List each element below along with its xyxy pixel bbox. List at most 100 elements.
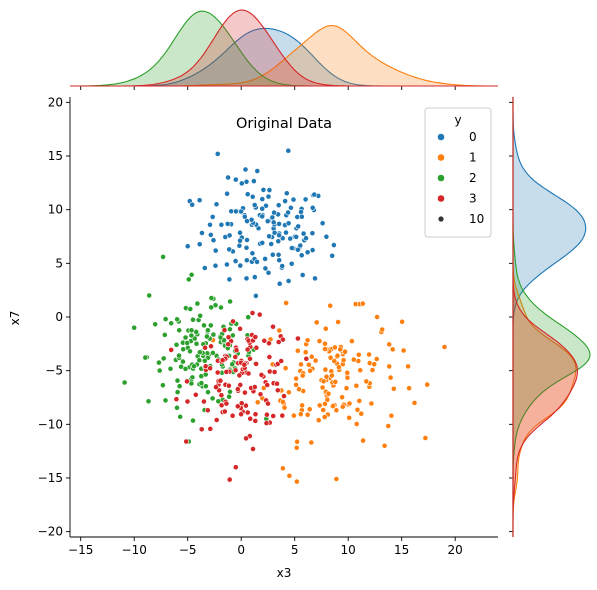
- scatter-point-series-3: [244, 346, 251, 353]
- scatter-point-series-1: [356, 397, 363, 404]
- scatter-point-series-3: [223, 368, 230, 375]
- scatter-point-series-0: [275, 238, 282, 245]
- scatter-point-series-0: [207, 221, 213, 228]
- scatter-point-series-0: [226, 246, 233, 253]
- scatter-point-series-1: [357, 367, 364, 374]
- scatter-point-series-0: [309, 247, 316, 253]
- scatter-point-series-0: [260, 186, 267, 193]
- scatter-point-series-3: [184, 378, 190, 385]
- scatter-point-series-1: [350, 356, 357, 363]
- scatter-point-series-3: [294, 335, 301, 342]
- scatter-point-series-2: [191, 363, 197, 370]
- scatter-point-series-0: [268, 241, 275, 247]
- scatter-point-series-0: [276, 232, 282, 239]
- scatter-point-series-0: [259, 196, 266, 202]
- scatter-point-series-0: [249, 193, 256, 200]
- scatter-point-series-3: [245, 370, 252, 377]
- scatter-point-series-1: [337, 346, 344, 353]
- scatter-point-series-2: [174, 389, 181, 395]
- scatter-point-series-3: [217, 377, 224, 384]
- scatter-point-series-2: [215, 398, 222, 405]
- scatter-point-series-3: [257, 391, 264, 398]
- scatter-point-series-0: [243, 244, 250, 251]
- scatter-point-series-0: [196, 241, 203, 248]
- scatter-point-series-1: [354, 406, 361, 413]
- scatter-point-series-3: [238, 411, 244, 418]
- scatter-point-series-3: [234, 386, 241, 392]
- scatter-point-series-0: [254, 258, 260, 265]
- scatter-point-series-0: [293, 233, 300, 240]
- x-tick-label: 5: [291, 543, 299, 557]
- scatter-point-series-3: [183, 438, 190, 445]
- scatter-point-series-1: [320, 378, 327, 385]
- scatter-point-series-3: [225, 382, 232, 389]
- scatter-point-series-1: [342, 348, 348, 355]
- y-tick-label: −15: [38, 471, 63, 485]
- scatter-point-series-1: [294, 438, 300, 445]
- scatter-point-series-1: [386, 341, 393, 348]
- scatter-point-series-3: [241, 361, 248, 368]
- scatter-point-series-1: [290, 412, 297, 419]
- scatter-point-series-2: [227, 298, 233, 305]
- scatter-point-series-0: [288, 245, 295, 251]
- x-tick-label: 0: [237, 543, 245, 557]
- scatter-point-series-1: [276, 327, 283, 334]
- scatter-point-series-1: [366, 351, 372, 358]
- x-tick-label: 15: [394, 543, 409, 557]
- scatter-point-series-0: [210, 237, 217, 244]
- scatter-point-series-0: [266, 187, 273, 193]
- scatter-point-series-3: [221, 408, 228, 415]
- scatter-point-series-0: [236, 242, 243, 249]
- scatter-point-series-0: [209, 213, 216, 220]
- scatter-point-series-3: [263, 420, 270, 426]
- scatter-point-series-1: [327, 354, 334, 361]
- scatter-point-series-0: [224, 220, 231, 227]
- scatter-point-series-1: [371, 361, 378, 368]
- scatter-point-series-2: [196, 349, 203, 356]
- y-tick-label: 10: [48, 203, 63, 217]
- scatter-point-series-3: [226, 476, 233, 483]
- scatter-point-series-1: [285, 389, 292, 396]
- scatter-point-series-1: [297, 411, 304, 418]
- scatter-point-series-0: [311, 191, 318, 198]
- scatter-point-series-0: [259, 213, 266, 220]
- scatter-point-series-2: [188, 327, 195, 334]
- scatter-point-series-0: [266, 233, 272, 240]
- scatter-point-series-0: [262, 265, 269, 272]
- scatter-point-series-3: [233, 347, 240, 354]
- scatter-point-series-3: [225, 341, 232, 348]
- scatter-point-series-0: [269, 251, 276, 258]
- scatter-point-series-1: [304, 337, 311, 344]
- scatter-point-series-1: [279, 398, 286, 405]
- scatter-point-series-0: [297, 242, 304, 249]
- legend-marker-1: [437, 153, 445, 162]
- legend-label-2: 2: [469, 171, 477, 185]
- scatter-point-series-2: [205, 389, 211, 395]
- scatter-point-series-0: [330, 242, 337, 248]
- scatter-point-series-0: [283, 190, 290, 197]
- scatter-point-series-0: [312, 275, 318, 282]
- scatter-point-series-2: [176, 327, 183, 334]
- scatter-point-series-2: [177, 413, 184, 420]
- scatter-point-series-1: [307, 367, 313, 374]
- scatter-point-series-3: [266, 368, 273, 375]
- scatter-point-series-0: [224, 190, 230, 197]
- right-marginal-kde: [509, 97, 591, 537]
- scatter-point-series-2: [197, 312, 204, 319]
- scatter-point-series-0: [259, 205, 266, 212]
- scatter-point-series-0: [251, 202, 258, 208]
- scatter-point-series-2: [184, 340, 191, 346]
- scatter-point-series-1: [293, 381, 299, 388]
- scatter-point-series-2: [217, 334, 224, 341]
- y-tick-label: −5: [45, 364, 63, 378]
- scatter-point-series-3: [221, 327, 228, 333]
- scatter-point-series-2: [187, 306, 194, 312]
- scatter-point-series-0: [265, 269, 272, 276]
- x-tick-label: −5: [179, 543, 197, 557]
- scatter-point-series-1: [346, 400, 353, 407]
- scatter-point-series-0: [237, 229, 243, 236]
- scatter-point-series-2: [159, 382, 166, 389]
- scatter-point-series-0: [276, 220, 282, 227]
- scatter-point-series-2: [187, 348, 193, 355]
